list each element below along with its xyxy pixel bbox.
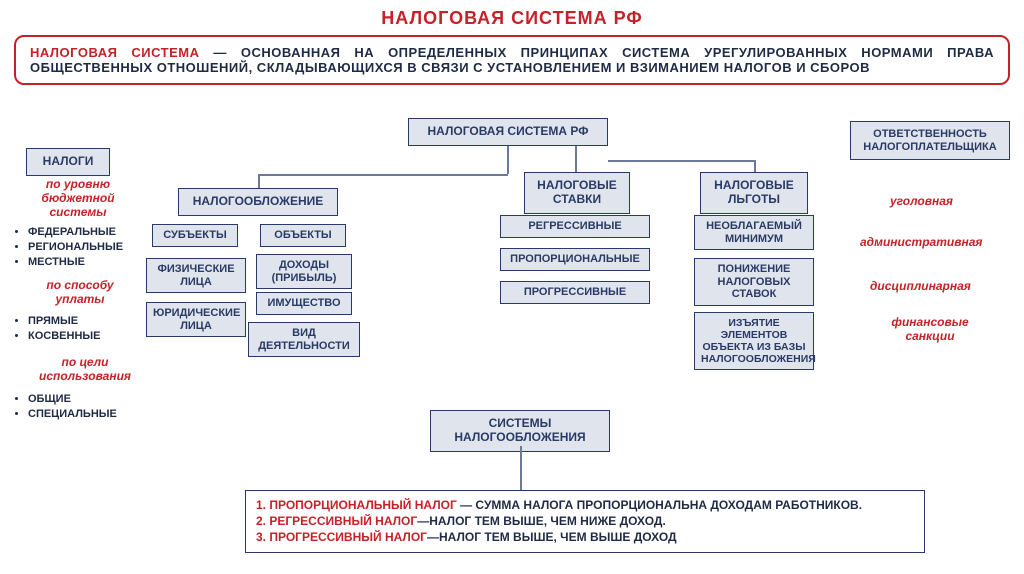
rates-2: ПРОГРЕССИВНЫЕ — [500, 281, 650, 304]
benefits-0: НЕОБЛАГАЕМЫЙ МИНИМУМ — [694, 215, 814, 250]
taxes-list3-0: ОБЩИЕ — [28, 392, 134, 407]
taxation-obj: ОБЪЕКТЫ — [260, 224, 346, 247]
taxes-list2-1: КОСВЕННЫЕ — [28, 329, 134, 344]
connector — [520, 446, 522, 490]
definition-term: НАЛОГОВАЯ СИСТЕМА — [30, 45, 200, 60]
footer-box: 1. ПРОПОРЦИОНАЛЬНЫЙ НАЛОГ — СУММА НАЛОГА… — [245, 490, 925, 553]
taxation-subj-1: ЮРИДИЧЕСКИЕ ЛИЦА — [146, 302, 246, 337]
liab-2: дисциплинарная — [870, 280, 971, 294]
liab-3: финансовые санкции — [880, 316, 980, 344]
footer-1-term: 1. ПРОПОРЦИОНАЛЬНЫЙ НАЛОГ — [256, 498, 457, 512]
definition-box: НАЛОГОВАЯ СИСТЕМА — ОСНОВАННАЯ НА ОПРЕДЕ… — [14, 35, 1010, 85]
liab-0: уголовная — [890, 195, 953, 209]
rates-header: НАЛОГОВЫЕ СТАВКИ — [524, 172, 630, 214]
liab-1: административная — [860, 236, 982, 250]
taxes-sub3: по цели использования — [30, 356, 140, 384]
taxes-list1-2: МЕСТНЫЕ — [28, 255, 134, 270]
taxes-list2-0: ПРЯМЫЕ — [28, 314, 134, 329]
rates-0: РЕГРЕССИВНЫЕ — [500, 215, 650, 238]
benefits-2: ИЗЪЯТИЕ ЭЛЕМЕНТОВ ОБЪЕКТА ИЗ БАЗЫ НАЛОГО… — [694, 312, 814, 370]
connector — [258, 174, 260, 188]
taxes-list1: ФЕДЕРАЛЬНЫЕ РЕГИОНАЛЬНЫЕ МЕСТНЫЕ — [14, 225, 134, 270]
liab-header: ОТВЕТСТВЕННОСТЬ НАЛОГОПЛАТЕЛЬЩИКА — [850, 121, 1010, 160]
taxes-sub2: по способу уплаты — [35, 279, 125, 307]
taxation-obj-2: ВИД ДЕЯТЕЛЬНОСТИ — [248, 322, 360, 357]
taxation-obj-0: ДОХОДЫ (ПРИБЫЛЬ) — [256, 254, 352, 289]
taxation-subj-0: ФИЗИЧЕСКИЕ ЛИЦА — [146, 258, 246, 293]
page-title: НАЛОГОВАЯ СИСТЕМА РФ — [0, 0, 1024, 35]
footer-3-rest: —НАЛОГ ТЕМ ВЫШЕ, ЧЕМ ВЫШЕ ДОХОД — [427, 530, 677, 544]
footer-2-rest: —НАЛОГ ТЕМ ВЫШЕ, ЧЕМ НИЖЕ ДОХОД. — [417, 514, 666, 528]
taxation-header: НАЛОГООБЛОЖЕНИЕ — [178, 188, 338, 216]
rates-1: ПРОПОРЦИОНАЛЬНЫЕ — [500, 248, 650, 271]
taxes-list3-1: СПЕЦИАЛЬНЫЕ — [28, 407, 134, 422]
taxes-list3: ОБЩИЕ СПЕЦИАЛЬНЫЕ — [14, 392, 134, 422]
connector — [258, 174, 508, 176]
taxation-obj-1: ИМУЩЕСТВО — [256, 292, 352, 315]
taxes-list1-0: ФЕДЕРАЛЬНЫЕ — [28, 225, 134, 240]
taxes-list1-1: РЕГИОНАЛЬНЫЕ — [28, 240, 134, 255]
root-node: НАЛОГОВАЯ СИСТЕМА РФ — [408, 118, 608, 146]
taxes-sub1: по уровню бюджетной системы — [28, 178, 128, 219]
connector — [754, 160, 756, 172]
connector — [507, 146, 509, 174]
footer-3-term: 3. ПРОГРЕССИВНЫЙ НАЛОГ — [256, 530, 427, 544]
benefits-1: ПОНИЖЕНИЕ НАЛОГОВЫХ СТАВОК — [694, 258, 814, 306]
footer-2-term: 2. РЕГРЕССИВНЫЙ НАЛОГ — [256, 514, 417, 528]
taxes-list2: ПРЯМЫЕ КОСВЕННЫЕ — [14, 314, 134, 344]
connector — [575, 146, 577, 172]
taxes-header: НАЛОГИ — [26, 148, 110, 176]
footer-1-rest: — СУММА НАЛОГА ПРОПОРЦИОНАЛЬНА ДОХОДАМ Р… — [457, 498, 862, 512]
connector — [608, 160, 754, 162]
taxation-subj: СУБЪЕКТЫ — [152, 224, 238, 247]
benefits-header: НАЛОГОВЫЕ ЛЬГОТЫ — [700, 172, 808, 214]
